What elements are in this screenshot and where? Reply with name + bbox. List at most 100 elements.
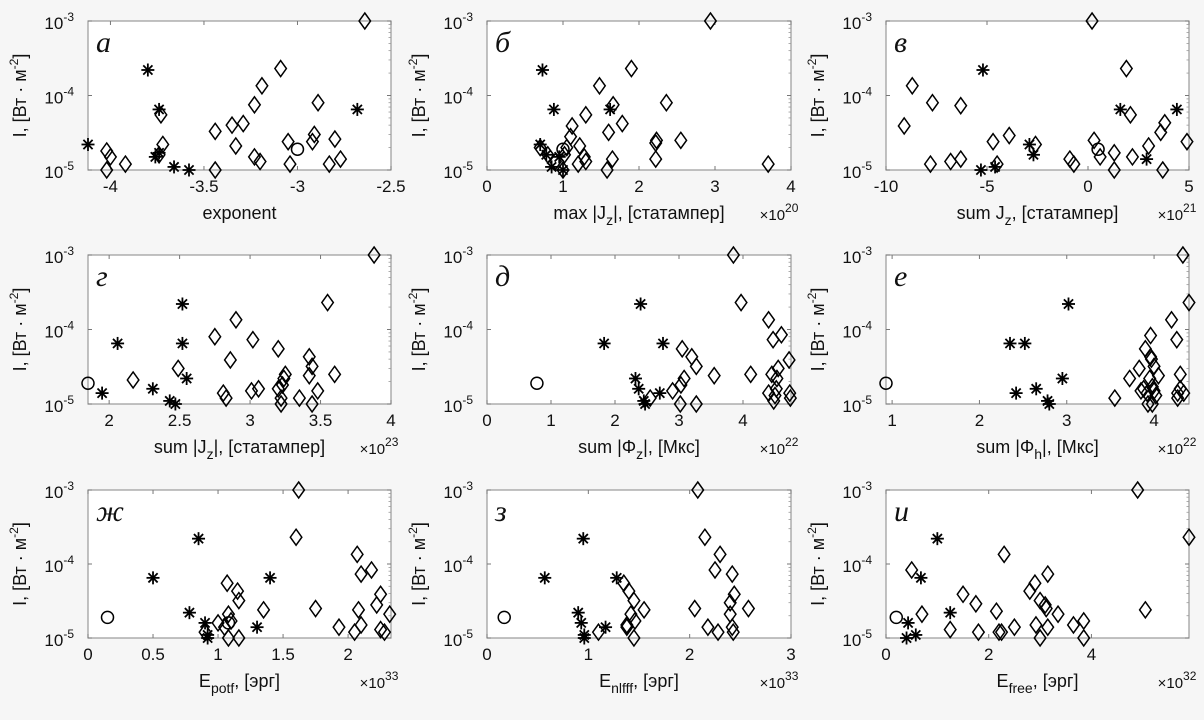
panel-letter: з (494, 495, 507, 528)
y-axis-label: I, [Вт · м-2] (7, 288, 30, 372)
diamond-point (236, 114, 250, 133)
x-multiplier: ×1022 (760, 435, 799, 458)
diamond-point (232, 628, 246, 648)
y-tick-label: 10-4 (443, 85, 473, 108)
diamond-point (915, 604, 929, 624)
asterisk-point (914, 571, 928, 585)
diamond-point (271, 339, 285, 359)
x-tick-label: 0 (482, 645, 491, 664)
diamond-point (1066, 615, 1081, 635)
diamond-point (579, 152, 593, 171)
panel-8: 0 1 2 3 10-5 10-4 10-3 I, [Вт · м-2] Enlfff​, [э… (406, 479, 799, 696)
asterisk-point (1042, 397, 1056, 411)
circle-point (1091, 142, 1105, 156)
asterisk-point (1113, 102, 1127, 116)
asterisk-point (576, 532, 590, 546)
panel-3: -10 -5 0 5 10-5 10-4 10-3 I, [Вт · м-2] sum Jz​,… (805, 10, 1197, 228)
x-tick-label: 2 (343, 645, 352, 664)
diamond-point (307, 125, 321, 144)
diamond-point (601, 123, 616, 142)
diamond-point (592, 76, 607, 96)
asterisk-point (198, 616, 212, 630)
x-multiplier: ×1022 (1158, 435, 1197, 458)
x-tick-label: 2 (975, 411, 984, 430)
asterisk-point (263, 571, 277, 585)
x-axis-label: sum |Jz​|, [статампер] (154, 437, 325, 462)
diamond-point (1156, 160, 1170, 180)
diamond-point (989, 601, 1004, 621)
asterisk-point (152, 146, 166, 160)
plot-area (486, 20, 792, 171)
y-tick-label: 10-3 (443, 479, 473, 502)
asterisk-point (182, 163, 196, 177)
y-tick-label: 10-5 (842, 159, 872, 182)
x-tick-label: -2.5 (376, 177, 405, 196)
x-tick-label: 0.5 (141, 645, 165, 664)
asterisk-point (95, 386, 109, 400)
x-tick-label: 1 (213, 645, 222, 664)
asterisk-point (1003, 336, 1017, 350)
asterisk-point (547, 102, 561, 116)
diamond-point (221, 628, 236, 648)
diamond-point (1140, 383, 1154, 403)
points (889, 480, 1196, 648)
diamond-point (1138, 600, 1153, 620)
diamond-point (1141, 394, 1155, 414)
y-tick-label: 10-4 (44, 553, 74, 576)
plot-area (885, 20, 1190, 171)
diamond-point (649, 131, 664, 150)
diamond-point (103, 147, 118, 167)
asterisk-point (628, 371, 642, 385)
points (81, 11, 372, 180)
diamond-point (221, 604, 236, 624)
diamond-point (1141, 136, 1156, 156)
panel-2: 0 1 2 3 4 10-5 10-4 10-3 I, [Вт · м-2] max |Jz​|,… (406, 10, 799, 228)
panel-6: 1 2 3 4 10-5 10-4 10-3 I, [Вт · м-2] sum |Φh​|, … (805, 244, 1197, 462)
diamond-point (377, 622, 392, 642)
plot-area (885, 254, 1190, 405)
diamond-point (219, 388, 233, 408)
diamond-point (743, 365, 758, 384)
x-tick-label: 1 (558, 177, 567, 196)
diamond-point (1182, 527, 1196, 547)
diamond-point (708, 560, 722, 580)
x-tick-label: 1.5 (271, 645, 295, 664)
diamond-point (1143, 326, 1158, 345)
x-tick-label: 3 (710, 177, 719, 196)
diamond-point (725, 564, 739, 584)
y-tick-label: 10-5 (443, 393, 473, 416)
diamond-point (255, 76, 269, 96)
diamond-point (367, 245, 381, 265)
asterisk-point (577, 631, 591, 645)
x-tick-label: 2 (610, 411, 619, 430)
plot-area (87, 489, 392, 639)
diamond-point (354, 615, 368, 635)
diamond-point (615, 114, 629, 133)
x-tick-label: 1 (887, 411, 896, 430)
y-axis-label: I, [Вт · м-2] (805, 288, 828, 372)
circle-point (889, 610, 904, 625)
panel-letter: г (96, 260, 108, 293)
diamond-point (1132, 359, 1146, 378)
diamond-point (1002, 126, 1016, 145)
panel-9: 0 2 4 10-5 10-4 10-3 I, [Вт · м-2] Efree​, [эрг… (805, 479, 1197, 696)
diamond-point (220, 573, 234, 593)
diamond-point (289, 527, 303, 547)
y-tick-label: 10-3 (842, 10, 872, 33)
diamond-point (311, 93, 325, 113)
diamond-point (674, 375, 688, 395)
asterisk-point (192, 532, 206, 546)
diamond-point (1149, 386, 1163, 405)
y-tick-label: 10-5 (44, 393, 74, 416)
asterisk-point (571, 606, 585, 620)
y-axis-label: I, [Вт · м-2] (406, 54, 429, 138)
diamond-point (373, 620, 388, 639)
diamond-point (969, 594, 983, 614)
diamond-point (997, 545, 1011, 564)
diamond-point (253, 152, 267, 171)
circle-point (100, 610, 115, 625)
x-tick-label: 4 (386, 411, 395, 430)
points (530, 245, 798, 414)
asterisk-point (974, 163, 988, 177)
diamond-point (703, 11, 718, 31)
